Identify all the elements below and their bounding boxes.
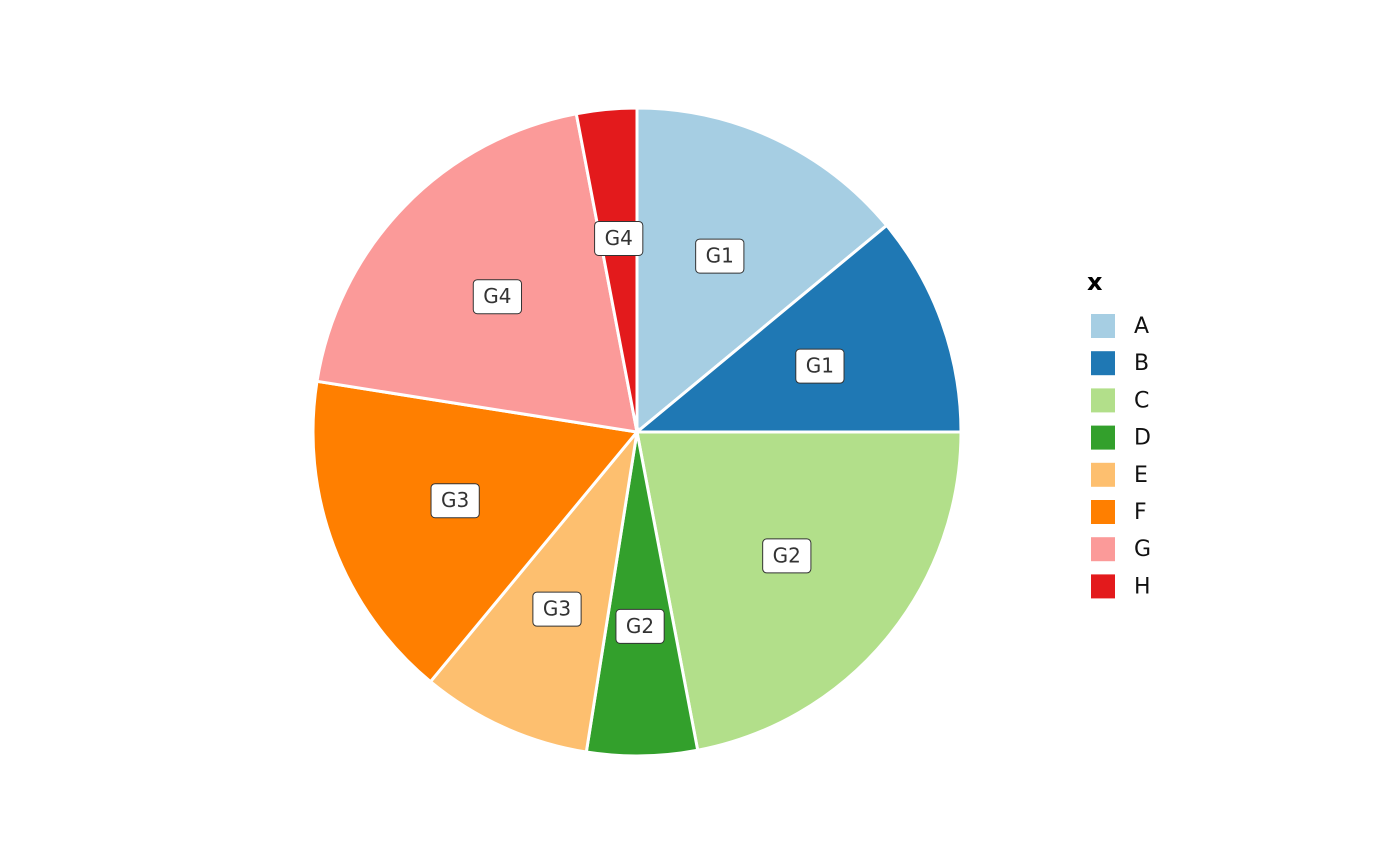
pie-slice xyxy=(315,111,639,434)
label-box xyxy=(472,279,523,315)
label-text: G3 xyxy=(441,488,469,512)
legend-key xyxy=(1091,351,1115,376)
legend-label: F xyxy=(1134,500,1147,525)
pie-slice xyxy=(428,426,640,754)
legend-label: D xyxy=(1134,426,1151,451)
label-text: G2 xyxy=(626,614,654,638)
slice-label: G1 xyxy=(695,238,745,274)
label-text: G4 xyxy=(483,284,511,308)
slice-label: G4 xyxy=(594,220,644,256)
pie-slice xyxy=(635,430,963,753)
label-box xyxy=(615,608,665,644)
legend-label: A xyxy=(1134,314,1149,339)
legend-key xyxy=(1091,425,1115,450)
legend-title: x xyxy=(1087,268,1103,296)
slice-label: G1 xyxy=(795,348,845,384)
label-box xyxy=(795,348,845,384)
label-text: G1 xyxy=(706,244,734,268)
legend-key xyxy=(1091,462,1115,487)
slice-label: G3 xyxy=(532,591,582,627)
pie-slice xyxy=(632,223,963,434)
pie-slice xyxy=(311,379,640,684)
legend-key xyxy=(1091,574,1115,599)
label-text: G4 xyxy=(605,226,633,250)
slice-label: G3 xyxy=(430,483,480,519)
label-text: G3 xyxy=(543,597,571,621)
pie-slice xyxy=(635,106,889,436)
legend-key xyxy=(1091,314,1115,338)
slices xyxy=(311,106,963,758)
slice-label: G2 xyxy=(615,608,665,644)
label-box xyxy=(430,483,480,519)
slice-labels: G1 G1 G2 G2 G3 G3 G4 G4 xyxy=(430,220,845,644)
legend-key xyxy=(1091,500,1115,524)
label-box xyxy=(695,238,745,274)
legend-label: G xyxy=(1134,537,1151,562)
label-box xyxy=(594,220,644,256)
legend-key xyxy=(1091,388,1115,413)
label-text: G1 xyxy=(806,354,834,378)
slice-label: G4 xyxy=(472,279,523,315)
legend-label: E xyxy=(1134,463,1148,488)
label-box xyxy=(762,538,812,574)
label-text: G2 xyxy=(773,543,801,567)
slice-label: G2 xyxy=(762,538,812,574)
legend-label: C xyxy=(1134,388,1149,413)
legend-key xyxy=(1091,537,1115,562)
legend-label: H xyxy=(1134,574,1151,599)
label-box xyxy=(532,591,582,627)
pie-slice xyxy=(574,106,639,433)
legend-label: B xyxy=(1134,351,1149,376)
